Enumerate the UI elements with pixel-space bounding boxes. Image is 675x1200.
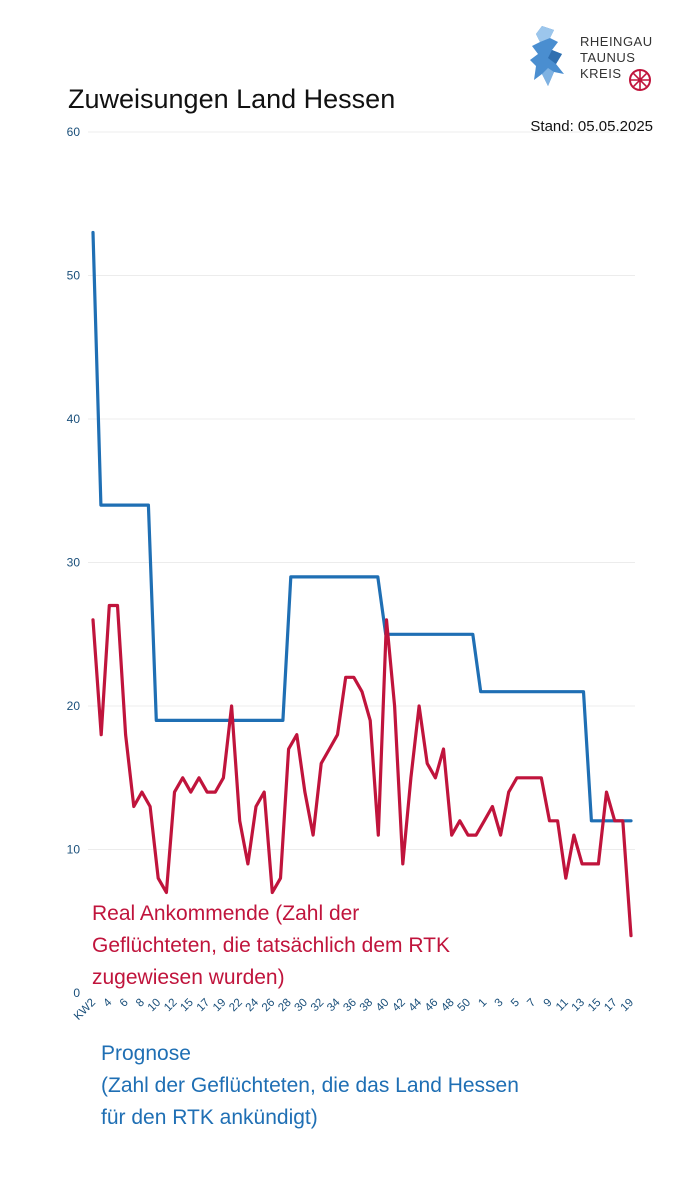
- x-tick-label: 34: [325, 996, 343, 1014]
- x-axis-ticks: KW2 4 6 81012151719222426283032343638404244…: [72, 996, 636, 1023]
- logo-line-3: KREIS: [580, 66, 622, 81]
- x-tick-label: 9: [542, 997, 555, 1010]
- x-tick-label: 42: [390, 997, 408, 1015]
- x-tick-label: 5: [509, 997, 522, 1010]
- logo-text: RHEINGAU TAUNUS KREIS: [580, 34, 653, 82]
- x-tick-label: 30: [293, 997, 311, 1015]
- x-tick-label: 17: [602, 997, 620, 1015]
- logo: RHEINGAU TAUNUS KREIS: [528, 24, 658, 94]
- y-axis-ticks: 0 10 20 30 40 50 60: [67, 125, 81, 1000]
- x-tick-label: 32: [309, 997, 327, 1015]
- x-tick-label: 48: [439, 997, 457, 1015]
- x-tick-label: 38: [358, 997, 376, 1015]
- legend-prognose: Prognose (Zahl der Geflüchteten, die das…: [101, 1038, 521, 1134]
- legend-prognose-desc: (Zahl der Geflüchteten, die das Land Hes…: [101, 1074, 519, 1129]
- x-tick-label: 12: [162, 997, 180, 1015]
- legend-prognose-title: Prognose: [101, 1042, 191, 1065]
- x-tick-label: 13: [570, 997, 588, 1015]
- y-tick-label: 20: [67, 699, 81, 713]
- x-tick-label: 36: [341, 997, 359, 1015]
- y-tick-label: 10: [67, 843, 81, 857]
- x-tick-label: 8: [134, 997, 147, 1010]
- logo-line-1: RHEINGAU: [580, 34, 653, 49]
- x-tick-label: 46: [423, 997, 441, 1015]
- x-tick-label: 3: [493, 997, 506, 1010]
- x-tick-label: 15: [178, 997, 196, 1015]
- x-tick-label: 19: [619, 997, 637, 1015]
- x-tick-label: 40: [374, 997, 392, 1015]
- x-tick-label: 44: [407, 996, 425, 1014]
- y-tick-label: 40: [67, 412, 81, 426]
- x-tick-label: 50: [456, 997, 474, 1015]
- lion-crest-icon: [530, 26, 564, 86]
- x-tick-label: KW2: [72, 997, 98, 1023]
- x-tick-label: 6: [118, 997, 131, 1010]
- y-tick-label: 60: [67, 125, 81, 139]
- series-line-prognose: [91, 230, 633, 823]
- y-tick-label: 50: [67, 269, 81, 283]
- x-tick-label: 7: [525, 997, 538, 1010]
- legend-real-ankommende: Real Ankommende (Zahl der Geflüchteten, …: [92, 902, 450, 989]
- y-tick-label: 30: [67, 556, 81, 570]
- x-tick-label: 19: [211, 997, 229, 1015]
- series-lines: [91, 230, 633, 938]
- wheel-emblem-icon: [629, 69, 651, 91]
- x-tick-label: 10: [146, 997, 164, 1015]
- x-tick-label: 17: [195, 997, 213, 1015]
- x-tick-label: 11: [554, 997, 571, 1014]
- gridlines: [88, 131, 635, 850]
- y-tick-label: 0: [73, 986, 80, 1000]
- date-stamp: Stand: 05.05.2025: [530, 118, 653, 135]
- x-tick-label: 26: [260, 997, 278, 1015]
- chart-title: Zuweisungen Land Hessen: [68, 84, 396, 114]
- x-tick-label: 4: [101, 996, 114, 1009]
- series-line-real-ankommende: [91, 603, 633, 938]
- x-tick-label: 1: [476, 997, 489, 1010]
- x-tick-label: 24: [244, 996, 262, 1014]
- x-tick-label: 22: [227, 997, 245, 1015]
- x-tick-label: 28: [276, 997, 294, 1015]
- x-tick-label: 15: [586, 997, 604, 1015]
- logo-line-2: TAUNUS: [580, 50, 636, 65]
